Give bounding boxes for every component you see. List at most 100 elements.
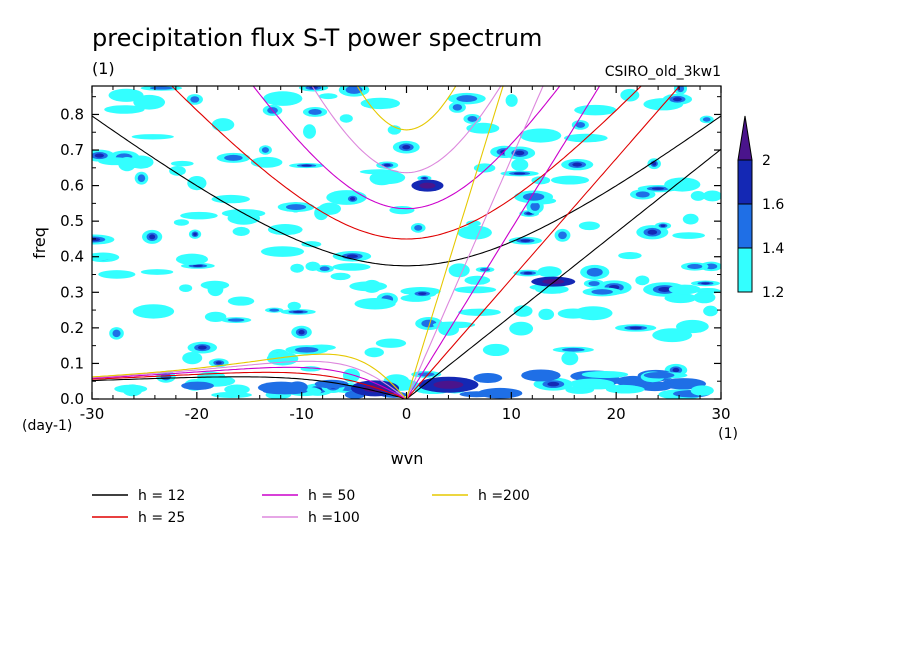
rossby-curve (92, 376, 407, 399)
colorbar-label: 1.6 (762, 197, 784, 213)
power-blob (575, 122, 586, 128)
power-blob (354, 298, 396, 310)
power-blob (547, 381, 560, 387)
y-tick-label: 0.5 (60, 212, 84, 230)
power-blob (267, 224, 303, 236)
y-tick-label: 0.4 (60, 248, 84, 266)
power-blob (118, 157, 136, 172)
power-blob (673, 97, 682, 102)
power-blob (703, 305, 718, 317)
kelvin-curve (406, 86, 601, 399)
power-blob (457, 225, 492, 240)
colorbar-label: 1.2 (762, 285, 784, 301)
power-blob (263, 91, 303, 106)
power-blob (140, 269, 174, 275)
power-blob (133, 94, 166, 110)
colorbar-segment (737, 247, 753, 293)
gravity-wave-curve (356, 86, 457, 131)
power-blob (652, 328, 693, 343)
power-blob (419, 182, 436, 189)
power-blob (375, 338, 407, 348)
colorbar-extension (737, 115, 753, 161)
y-tick-label: 0.1 (60, 354, 84, 372)
power-blob (629, 326, 642, 330)
power-blob (542, 279, 565, 285)
power-blob (227, 296, 255, 306)
power-blob (643, 372, 675, 379)
power-blob (687, 264, 703, 269)
power-blob (149, 234, 156, 240)
power-blob (635, 275, 650, 286)
power-blob (173, 219, 189, 226)
power-blob (330, 272, 351, 281)
gravity-wave-curve (311, 86, 502, 174)
power-blob (232, 226, 250, 236)
power-blob (108, 88, 144, 102)
rossby-curve (92, 353, 407, 399)
power-blob (215, 361, 222, 365)
power-blob (513, 305, 533, 317)
power-blob (190, 96, 200, 103)
power-blob (314, 379, 349, 389)
power-blob (92, 237, 101, 242)
power-blob (211, 391, 252, 398)
power-blob (454, 286, 497, 294)
rossby-curve (92, 366, 407, 399)
power-blob (339, 114, 353, 123)
power-blob (693, 291, 716, 304)
power-blob (558, 231, 567, 240)
power-blob (104, 105, 145, 114)
colorbar-segment (737, 203, 753, 249)
x-tick-label: -10 (289, 405, 314, 423)
power-blob (422, 177, 427, 180)
y-tick-label: 0.3 (60, 283, 84, 301)
gravity-wave-curve (252, 86, 561, 210)
power-blob (224, 154, 243, 161)
power-blob (572, 162, 583, 167)
power-blob (298, 329, 305, 335)
rossby-curve (92, 360, 407, 399)
power-blob (131, 134, 174, 140)
power-blob (350, 197, 356, 201)
power-blob (332, 263, 371, 271)
legend: h = 12 h = 25 h = 50 h =100 h =200 (92, 488, 530, 526)
power-blob (664, 177, 701, 192)
y-axis-label: freq (30, 227, 49, 259)
power-blob (672, 232, 706, 239)
gravity-wave-curve (92, 115, 721, 267)
power-blob (535, 284, 569, 294)
colorbar: 1.2 1.4 1.6 2 (737, 115, 784, 301)
power-blob (175, 253, 209, 265)
power-blob (370, 171, 406, 185)
power-blob (635, 191, 650, 198)
power-contours (92, 86, 721, 399)
plot-background (92, 86, 721, 399)
power-blob (473, 372, 503, 384)
power-blob (112, 329, 121, 338)
legend-label: h =200 (478, 488, 530, 504)
power-blob (658, 286, 672, 293)
power-blob (260, 246, 305, 257)
power-blob (433, 380, 464, 389)
power-blob (702, 190, 721, 202)
power-blob (187, 175, 207, 191)
power-blob (538, 308, 555, 320)
x-tick-label: 0 (402, 405, 412, 423)
kelvin-curve (406, 86, 681, 399)
kelvin-curve (405, 86, 504, 399)
power-blob (537, 266, 562, 278)
power-blob (505, 94, 518, 107)
x-tick-label: 30 (711, 405, 730, 423)
power-blob (452, 104, 463, 111)
power-blob (588, 281, 600, 287)
power-blob (383, 163, 391, 167)
power-blob (701, 282, 710, 285)
power-blob (301, 241, 322, 248)
kelvin-curve (406, 148, 721, 399)
power-blob (250, 156, 283, 168)
power-blob (477, 387, 523, 399)
power-blob (414, 224, 423, 231)
power-blob (458, 308, 501, 316)
power-blob (511, 158, 529, 171)
